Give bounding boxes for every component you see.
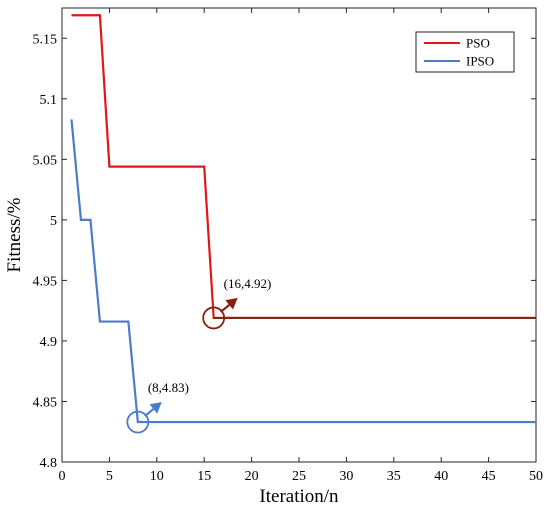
x-tick-label: 10	[150, 469, 164, 484]
y-tick-label: 4.95	[33, 274, 58, 289]
annotation-circle	[126, 410, 150, 434]
x-axis-title: Iteration/n	[259, 486, 339, 507]
y-tick-label: 5.05	[33, 153, 58, 168]
annotation-arrow-head	[225, 297, 238, 310]
x-tick-label: 15	[197, 469, 211, 484]
series-line-ipso	[70, 119, 536, 424]
legend-label-pso: PSO	[466, 36, 490, 51]
series-lines	[70, 14, 536, 424]
axes: 0 5 10 15 20 25 30 35 40 45 50 4.8 4.85 4.9 4.95 5 5.05 5…	[33, 7, 543, 484]
annotations: (16,4.92) (8,4.83)	[126, 276, 272, 434]
x-tick-label: 5	[106, 469, 113, 484]
y-axis-title: Fitness/%	[4, 197, 25, 272]
legend: PSO IPSO	[415, 31, 515, 73]
x-tick-label: 40	[434, 469, 448, 484]
legend-box	[415, 31, 515, 73]
annotation-arrow-head	[149, 402, 162, 414]
x-tick-label: 0	[59, 469, 66, 484]
plot-frame	[61, 7, 537, 463]
legend-label-ipso: IPSO	[466, 54, 494, 69]
x-tick-label: 25	[292, 469, 306, 484]
x-tick-label: 50	[529, 469, 543, 484]
y-tick-label: 4.85	[33, 395, 58, 410]
y-tick-label: 5	[50, 214, 57, 229]
annotation-circle	[202, 306, 226, 330]
annotation-label: (16,4.92)	[224, 276, 272, 291]
y-tick-label: 4.9	[40, 335, 58, 350]
x-tick-label: 20	[245, 469, 259, 484]
annotation-label: (8,4.83)	[148, 380, 189, 395]
y-tick-label: 4.8	[40, 456, 58, 471]
y-tick-label: 5.15	[33, 32, 58, 47]
x-tick-label: 45	[482, 469, 496, 484]
x-tick-label: 35	[387, 469, 401, 484]
x-tick-label: 30	[339, 469, 353, 484]
y-tick-label: 5.1	[40, 93, 58, 108]
